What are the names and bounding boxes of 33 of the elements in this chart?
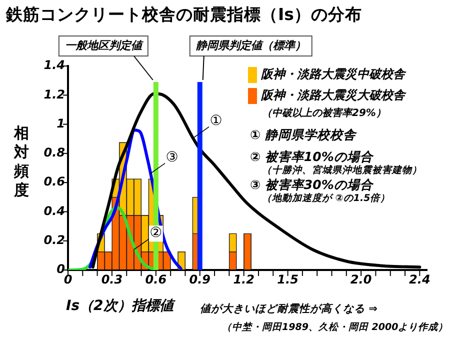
x-tick-label: 1.2 [233, 272, 254, 286]
x-tick-label: 2.0 [350, 272, 372, 286]
text: （中埜・岡田1989、久松・岡田 2000より作成） [222, 321, 448, 334]
x-axis-title: Is（2次）指標値 [66, 297, 174, 315]
ref-line-label: 一般地区判定値 [64, 38, 144, 52]
y-axis-title: 相対頻度 [14, 124, 29, 200]
x-tick-label: 0.9 [189, 272, 211, 286]
y-tick-label: 0.6 [44, 174, 65, 189]
annotation: （中破以上の被害率29%） [262, 106, 386, 120]
annotation: ① 静岡県学校校舎 [250, 127, 356, 144]
annotation: （地動加速度が ②の1.5倍） [262, 192, 390, 205]
annotation: ② 被害率10%の場合 [250, 149, 373, 164]
x-tick-label: 0.3 [101, 272, 123, 286]
chart-title: 鉄筋コンクリート校舎の耐震指標（Is）の分布 [6, 4, 362, 26]
y-tick-label: 1.2 [44, 87, 65, 102]
y-tick-label: 1 [56, 116, 65, 130]
x-tick-label: 2.4 [409, 272, 430, 286]
annotation: ③ 被害率30%の場合 [250, 177, 373, 192]
legend-label: 阪神・淡路大震災大破校舎 [261, 87, 405, 104]
legend-label: 阪神・淡路大震災中破校舎 [261, 66, 405, 83]
y-tick-label: 0.4 [44, 204, 65, 218]
y-tick-label: 0.8 [44, 146, 65, 160]
x-tick-label: 1.5 [277, 272, 298, 286]
annotation: ③ [166, 149, 178, 166]
ref-line-label: 静岡県判定値（標準） [196, 38, 306, 52]
annotation: （十勝沖、宮城県沖地震被害建物） [262, 164, 422, 177]
text: 値が大きいほど耐震性が高くなる ⇒ [200, 302, 378, 316]
annotation: ① [210, 113, 222, 130]
y-tick-label: 1.4 [44, 58, 65, 72]
y-tick-label: 0 [56, 262, 65, 276]
x-tick-label: 0.6 [145, 272, 167, 286]
annotation: ② [150, 225, 162, 242]
y-tick-label: 0.2 [44, 232, 65, 247]
